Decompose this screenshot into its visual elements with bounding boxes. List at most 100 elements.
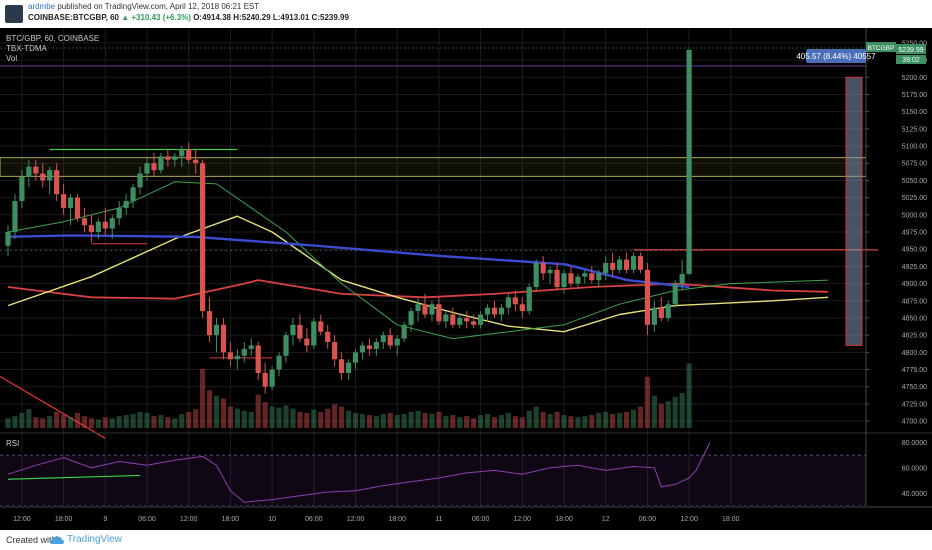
candlestick-chart[interactable]: 5250.005225.005200.005175.005150.005125.… <box>0 28 932 530</box>
volume-bar <box>623 411 630 428</box>
candle-body <box>672 283 678 305</box>
price-tick-label: 5050.00 <box>902 178 927 185</box>
volume-bar <box>332 404 338 428</box>
candle-body <box>172 156 178 160</box>
candle-body <box>471 321 477 325</box>
volume-bar <box>665 401 671 428</box>
volume-bar <box>304 412 310 428</box>
candle-body <box>457 317 463 325</box>
candle-body <box>61 194 67 208</box>
candle-body <box>193 159 199 164</box>
user-avatar[interactable] <box>5 5 23 23</box>
price-tick-label: 4700.00 <box>902 419 927 426</box>
volume-bar <box>158 415 164 428</box>
volume-bar <box>651 395 657 428</box>
ma-green-line <box>7 181 829 340</box>
candle-body <box>478 314 484 325</box>
volume-bar <box>26 409 32 428</box>
candle-body <box>311 321 317 346</box>
created-with-text: Created with <box>6 535 57 545</box>
volume-bar <box>582 416 588 428</box>
volume-bar <box>658 403 664 428</box>
candle-body <box>248 345 254 349</box>
volume-bar <box>339 406 345 428</box>
volume-bar <box>352 412 359 428</box>
candle-body <box>332 342 338 360</box>
price-tick-label: 5250.00 <box>902 40 927 47</box>
candle-body <box>637 256 644 270</box>
volume-bar <box>144 412 150 428</box>
price-tick-label: 4750.00 <box>902 384 927 391</box>
last-price-label: 5239.99 <box>898 47 923 54</box>
ohlc-line: COINBASE:BTCGBP, 60 ▲ +310.43 (+6.3%) O:… <box>28 13 349 22</box>
candle-body <box>283 335 289 356</box>
candle-body <box>630 256 637 270</box>
candle-body <box>484 307 491 315</box>
price-tick-label: 4950.00 <box>902 247 927 254</box>
price-tick-label: 4925.00 <box>902 264 927 271</box>
volume-bar <box>575 417 581 428</box>
volume-bar <box>345 410 352 428</box>
candle-body <box>547 269 553 274</box>
candle-body <box>54 170 60 195</box>
legend-symbol: BTC/GBP, 60, COINBASE <box>6 34 99 43</box>
close-value: C:5239.99 <box>311 13 349 22</box>
candle-body <box>436 304 442 322</box>
candle-body <box>394 338 400 346</box>
candle-body <box>533 262 539 288</box>
volume-bar <box>512 416 518 428</box>
price-tick-label: 5075.00 <box>902 161 927 168</box>
chart-area[interactable]: 5250.005225.005200.005175.005150.005125.… <box>0 28 932 530</box>
tradingview-brand[interactable]: TradingView <box>67 534 123 545</box>
volume-bar <box>408 411 414 428</box>
volume-bar <box>311 409 317 428</box>
volume-bar <box>457 417 463 428</box>
volume-bar <box>610 414 616 428</box>
candle-body <box>352 352 359 363</box>
volume-bar <box>596 412 602 428</box>
candle-body <box>255 345 261 373</box>
volume-bar <box>81 416 88 428</box>
volume-bar <box>165 417 171 428</box>
candle-body <box>304 338 310 346</box>
candle-body <box>144 163 150 174</box>
ma-blue-line <box>7 234 690 289</box>
candle-body <box>575 276 581 284</box>
volume-bar <box>471 418 477 428</box>
symbol-badge: BTCGBP <box>868 45 895 52</box>
candle-body <box>658 307 664 318</box>
candle-body <box>297 324 303 339</box>
candle-body <box>213 324 220 336</box>
price-tick-label: 5025.00 <box>902 195 927 202</box>
volume-bar <box>394 415 400 428</box>
volume-bar <box>200 368 206 428</box>
volume-bar <box>603 411 609 428</box>
price-axis: 5250.005225.005200.005175.005150.005125.… <box>865 28 927 506</box>
volume-bar <box>12 416 18 428</box>
candle-body <box>686 49 692 274</box>
candle-body <box>220 324 227 353</box>
volume-bar <box>505 412 511 428</box>
volume-bar <box>318 411 324 428</box>
volume-bar <box>116 416 122 428</box>
volume-bar <box>172 418 178 428</box>
symbol-badge-box <box>866 42 896 52</box>
price-tick-label: 5125.00 <box>902 126 927 133</box>
time-axis-bg <box>0 506 932 530</box>
candle-body <box>366 345 372 349</box>
time-tick-label: 18:00 <box>222 516 240 523</box>
volume-bar <box>554 411 560 428</box>
chart-background <box>0 28 932 530</box>
last-price-box <box>896 44 926 54</box>
rsi-tick-label: 80.0000 <box>902 440 927 447</box>
candle-body <box>665 304 671 318</box>
volume-bar <box>19 412 25 428</box>
candle-body <box>200 163 206 312</box>
candle-body <box>165 156 171 160</box>
resistance-zone <box>0 157 867 177</box>
price-tick-label: 4725.00 <box>902 401 927 408</box>
candle-body <box>644 269 650 325</box>
author-link[interactable]: ardmbe <box>28 2 56 11</box>
price-tick-label: 5000.00 <box>902 212 927 219</box>
chart-grid <box>0 28 866 506</box>
